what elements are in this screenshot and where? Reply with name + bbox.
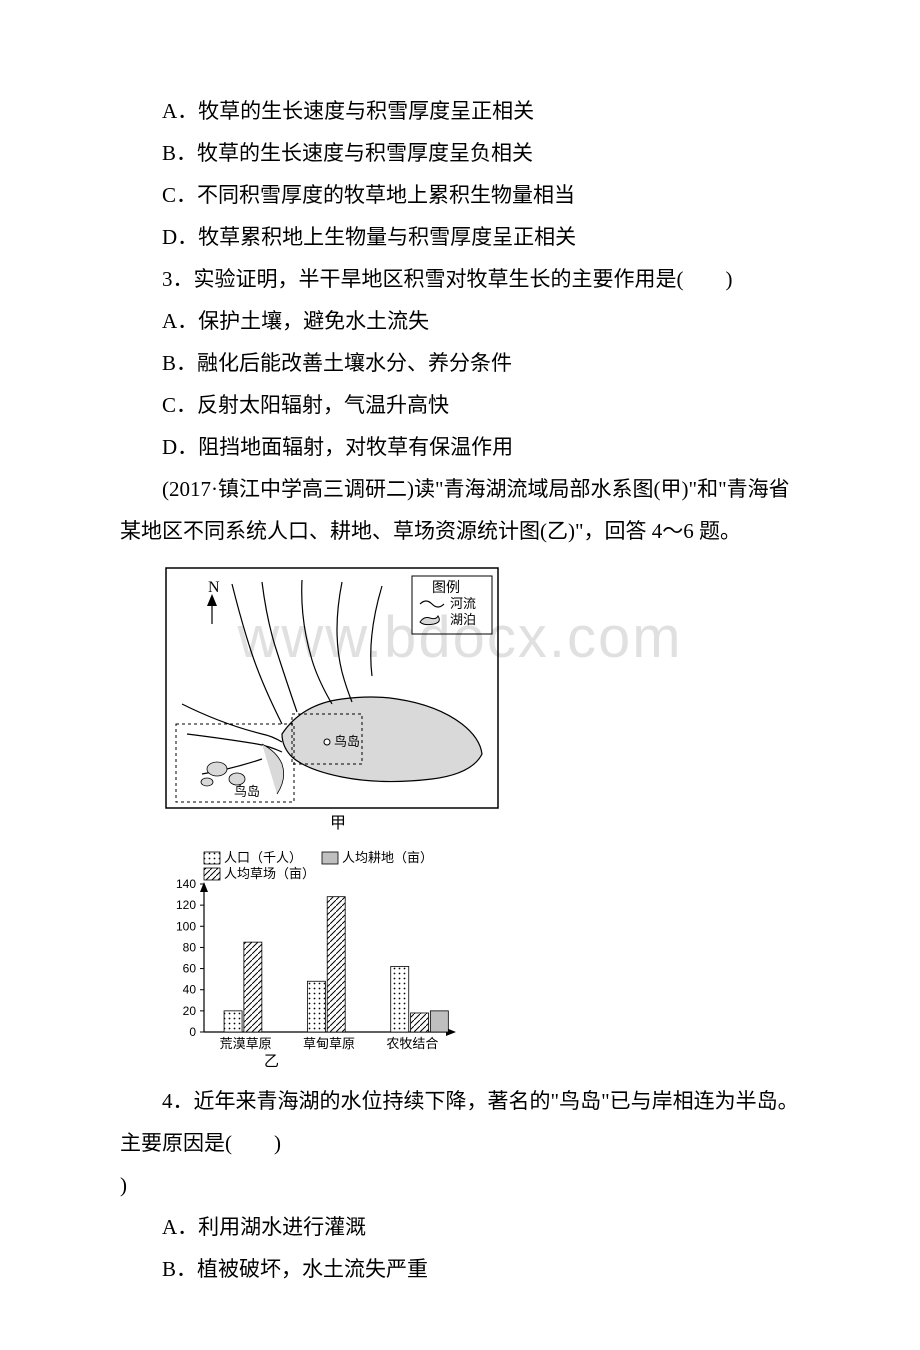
svg-text:农牧结合: 农牧结合: [386, 1036, 438, 1051]
bird-island-inset-label: 鸟岛: [234, 784, 260, 799]
q3-option-a: A．保护土壤，避免水土流失: [120, 300, 800, 342]
svg-text:20: 20: [183, 1004, 197, 1018]
map-caption: 甲: [330, 815, 346, 832]
svg-text:人均耕地（亩）: 人均耕地（亩）: [342, 850, 433, 865]
svg-text:80: 80: [183, 940, 197, 954]
q3-stem: 3．实验证明，半干旱地区积雪对牧草生长的主要作用是( ): [120, 258, 800, 300]
q4-option-a: A．利用湖水进行灌溉: [120, 1206, 800, 1248]
q4-option-b: B．植被破坏，水土流失严重: [120, 1248, 800, 1290]
svg-text:60: 60: [183, 962, 197, 976]
map-legend: 图例 河流 湖泊: [412, 576, 492, 634]
q3-option-c: C．反射太阳辐射，气温升高快: [120, 384, 800, 426]
svg-text:湖泊: 湖泊: [450, 612, 476, 627]
svg-text:0: 0: [189, 1025, 196, 1039]
q2-option-b: B．牧草的生长速度与积雪厚度呈负相关: [120, 132, 800, 174]
q2-option-d: D．牧草累积地上生物量与积雪厚度呈正相关: [120, 216, 800, 258]
map-svg: N 图例 河流 湖泊 鸟岛: [162, 564, 502, 834]
svg-text:40: 40: [183, 983, 197, 997]
svg-text:人口（千人）: 人口（千人）: [224, 850, 302, 865]
svg-text:荒漠草原: 荒漠草原: [220, 1036, 272, 1051]
figure-map: N 图例 河流 湖泊 鸟岛: [162, 564, 800, 834]
svg-text:草甸草原: 草甸草原: [303, 1036, 355, 1051]
q3-option-b: B．融化后能改善土壤水分、养分条件: [120, 342, 800, 384]
svg-text:乙: 乙: [264, 1054, 279, 1070]
svg-text:100: 100: [176, 919, 196, 933]
q3-option-d: D．阻挡地面辐射，对牧草有保温作用: [120, 426, 800, 468]
svg-text:120: 120: [176, 898, 196, 912]
passage-4-6: (2017·镇江中学高三调研二)读"青海湖流域局部水系图(甲)"和"青海省某地区…: [120, 468, 800, 552]
bird-island-main-label: 鸟岛: [334, 734, 360, 749]
q4-stem-close: ): [120, 1164, 800, 1206]
figure-chart: 人口（千人） 人均耕地（亩） 人均草场（亩） 0 20 40 60 80 100 120 140 荒漠…: [162, 846, 800, 1076]
svg-text:图例: 图例: [432, 580, 460, 596]
svg-text:140: 140: [176, 877, 196, 891]
q2-option-a: A．牧草的生长速度与积雪厚度呈正相关: [120, 90, 800, 132]
svg-text:河流: 河流: [450, 596, 476, 611]
svg-text:人均草场（亩）: 人均草场（亩）: [224, 866, 315, 881]
q2-option-c: C．不同积雪厚度的牧草地上累积生物量相当: [120, 174, 800, 216]
chart-svg: 人口（千人） 人均耕地（亩） 人均草场（亩） 0 20 40 60 80 100 120 140 荒漠…: [162, 846, 482, 1076]
q4-stem: 4．近年来青海湖的水位持续下降，著名的"鸟岛"已与岸相连为半岛。主要原因是( ): [120, 1080, 800, 1164]
svg-text:N: N: [208, 579, 220, 596]
